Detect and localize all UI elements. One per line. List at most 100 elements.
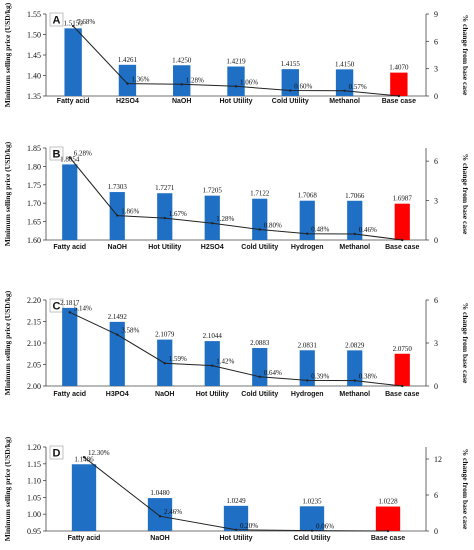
bar-value-label: 1.0480 xyxy=(150,489,170,497)
category-label: Methanol xyxy=(339,244,370,251)
pct-point xyxy=(401,238,404,242)
bar xyxy=(347,350,363,386)
category-label: NaOH xyxy=(150,535,169,542)
bar-value-label: 1.8054 xyxy=(60,155,80,163)
pct-point xyxy=(116,333,119,336)
bar-value-label: 1.7068 xyxy=(298,192,318,200)
category-label: Base case xyxy=(371,535,405,542)
y-tick-label: 2.10 xyxy=(27,339,41,348)
bar-value-label: 1.4219 xyxy=(226,58,246,66)
bar-value-label: 1.4155 xyxy=(281,60,301,68)
y2-tick-label: 0 xyxy=(434,527,438,536)
category-label: NaOH xyxy=(108,244,127,251)
pct-point xyxy=(126,82,129,85)
pct-label: 1.28% xyxy=(216,215,234,223)
panel-label: A xyxy=(53,15,61,27)
panel-label-box xyxy=(49,146,64,161)
pct-point xyxy=(289,89,292,92)
bar-value-label: 2.1817 xyxy=(60,299,80,307)
bar-base-case xyxy=(375,506,401,531)
pct-label: 0.57% xyxy=(349,83,367,91)
panel-c: 2.00 2.05 2.10 2.15 2.20 0 3 6 C 2.1817 Fatty acid… xyxy=(3,290,470,398)
bar xyxy=(299,200,315,240)
y-tick-label: 1.65 xyxy=(27,218,41,227)
pct-label: 0.38% xyxy=(359,373,377,381)
y-axis-title: Minimum selling price (USD/kg) xyxy=(3,436,12,541)
category-label: NaOH xyxy=(172,98,191,105)
panel-label-box xyxy=(49,445,64,460)
bar-value-label: 1.4250 xyxy=(172,56,192,64)
pct-label: 1.86% xyxy=(121,208,139,216)
y-axis-title: Minimum selling price (USD/kg) xyxy=(3,2,12,107)
y-tick-label: 1.75 xyxy=(27,181,41,190)
pct-label: 1.36% xyxy=(131,76,149,84)
pct-label: 5.14% xyxy=(74,304,92,312)
bar xyxy=(204,341,220,386)
bar-value-label: 1.7271 xyxy=(155,184,175,192)
bar xyxy=(335,69,354,96)
y2-tick-label: 0 xyxy=(434,236,438,245)
pct-label: 3.58% xyxy=(121,327,139,335)
pct-change-line xyxy=(69,157,403,241)
pct-point xyxy=(211,364,214,367)
y-tick-label: 1.40 xyxy=(27,72,41,81)
bar xyxy=(62,307,78,386)
bar xyxy=(71,464,97,531)
pct-point xyxy=(353,379,356,382)
pct-point xyxy=(234,528,238,531)
bar-value-label: 2.0750 xyxy=(393,345,413,353)
pct-label: 0.06% xyxy=(316,523,334,531)
y2-tick-label: 6 xyxy=(434,157,438,166)
category-label: H2SO4 xyxy=(201,244,224,251)
y2-tick-label: 0 xyxy=(434,382,438,391)
pct-point xyxy=(163,216,166,220)
bar xyxy=(299,350,315,386)
y-tick-label: 1.00 xyxy=(27,510,41,519)
y-tick-label: 1.55 xyxy=(27,10,41,19)
category-label: Cold Utility xyxy=(241,244,278,251)
bar-value-label: 1.7122 xyxy=(250,190,270,198)
bar-value-label: 1.7205 xyxy=(203,187,223,195)
bar xyxy=(204,195,220,240)
pct-label: 1.67% xyxy=(169,210,187,218)
y2-tick-label: 9 xyxy=(434,10,438,19)
panel-b: 1.60 1.65 1.70 1.75 1.80 1.85 0 3 6 B 1.8054 Fatty … xyxy=(3,141,470,251)
bar-value-label: 2.1079 xyxy=(155,331,175,339)
category-label: Cold Utility xyxy=(294,535,331,542)
y-tick-label: 1.15 xyxy=(27,460,41,469)
pct-label: 0.20% xyxy=(240,522,258,530)
panel-label: B xyxy=(53,149,61,161)
y-tick-label: 2.20 xyxy=(27,296,41,305)
bar xyxy=(62,164,78,240)
pct-label: 2.46% xyxy=(164,508,182,516)
pct-point xyxy=(211,221,214,225)
y-tick-label: 0.95 xyxy=(27,527,41,536)
category-label: Fatty acid xyxy=(68,535,101,542)
category-label: Hot Utility xyxy=(219,535,252,542)
category-label: NaOH xyxy=(155,391,174,398)
category-label: Hydrogen xyxy=(291,244,324,251)
category-label: Fatty acid xyxy=(53,244,86,251)
panel-label: C xyxy=(53,301,61,313)
bar-value-label: 2.0831 xyxy=(298,341,318,349)
bar-value-label: 1.0235 xyxy=(302,497,322,505)
pct-point xyxy=(353,232,356,236)
bar-value-label: 1.7066 xyxy=(345,192,365,200)
pct-point xyxy=(180,83,183,86)
y2-axis-title: % change from base case xyxy=(461,15,470,96)
y-axis-title: Minimum selling price (USD/kg) xyxy=(3,141,12,246)
y-tick-label: 1.70 xyxy=(27,199,41,208)
category-label: Cold Utility xyxy=(241,391,278,398)
y2-tick-label: 6 xyxy=(434,296,438,305)
y2-axis-title: % change from base case xyxy=(461,449,470,530)
bar-value-label: 2.1492 xyxy=(108,313,128,321)
pct-label: 1.42% xyxy=(216,358,234,366)
pct-point xyxy=(71,24,75,28)
pct-label: 7.68% xyxy=(77,18,95,26)
bar-value-label: 2.0883 xyxy=(250,339,270,347)
category-label: Hot Utility xyxy=(196,391,229,398)
y2-tick-label: 6 xyxy=(434,491,438,500)
y-tick-label: 1.20 xyxy=(27,443,41,452)
bar-value-label: 1.1486 xyxy=(74,455,94,463)
pct-label: 0.64% xyxy=(264,369,282,377)
